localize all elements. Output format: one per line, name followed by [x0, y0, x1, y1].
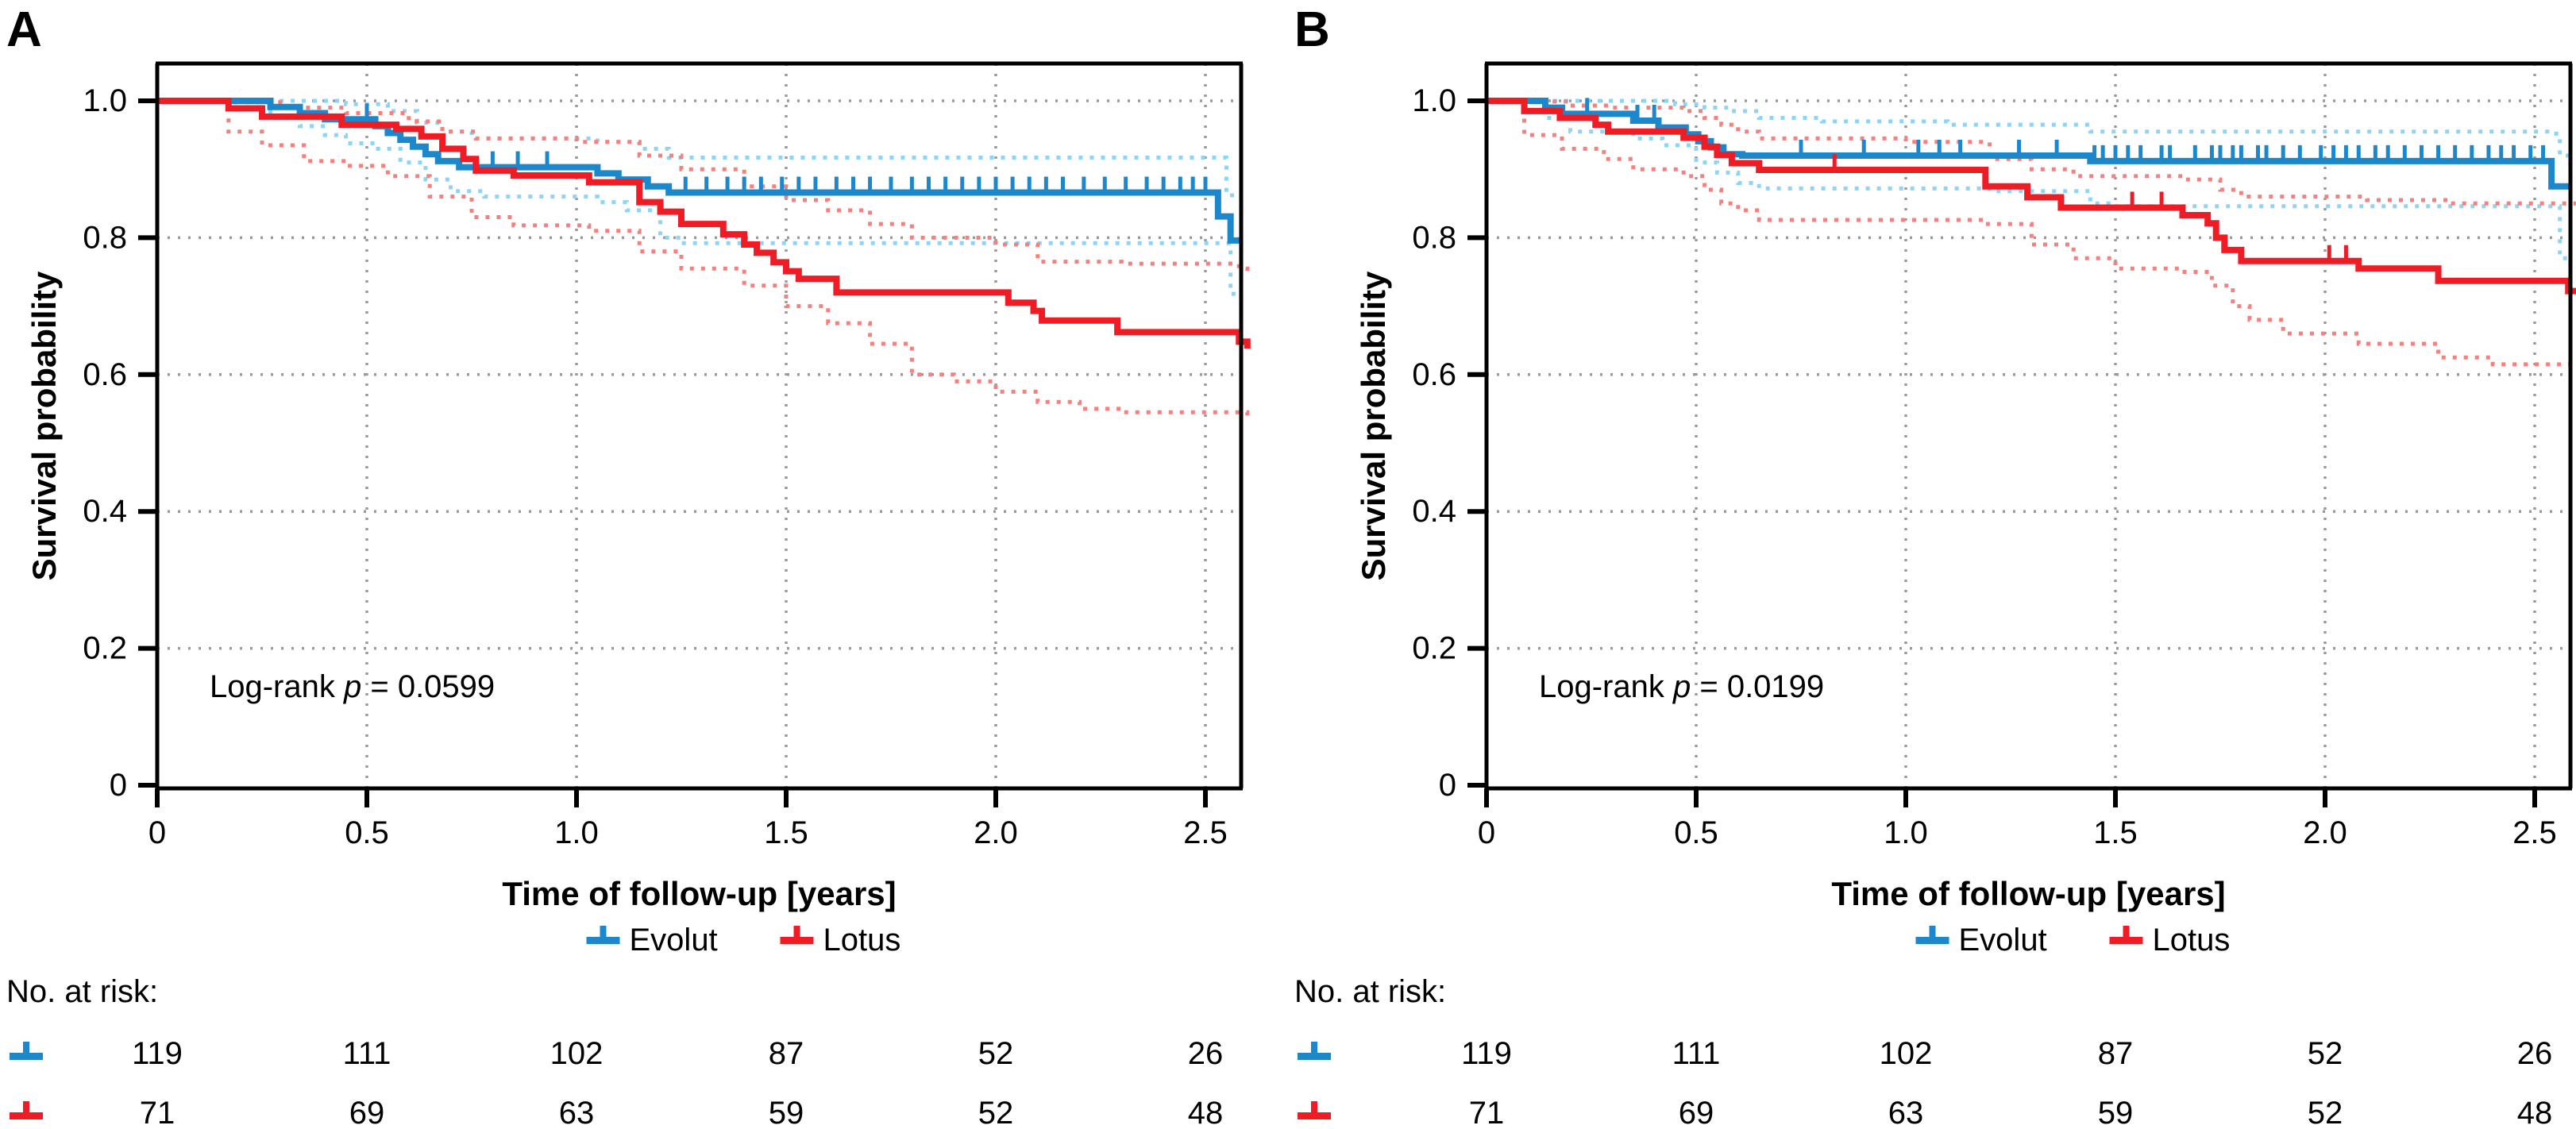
evolut-at-risk-count: 52	[2308, 1036, 2343, 1071]
evolut-survival-curve	[157, 98, 1241, 244]
x-tick-label: 2.5	[2512, 815, 2557, 850]
lotus-survival-curve	[1487, 98, 2576, 295]
lotus-row-censor-icon	[1298, 1101, 1331, 1119]
y-axis-title: Survival probability	[25, 271, 63, 580]
x-tick-label: 0.5	[1674, 815, 1718, 850]
x-axis-title: Time of follow-up [years]	[1831, 875, 2225, 912]
lotus-ci-upper	[157, 98, 1250, 272]
evolut-at-risk-count: 102	[550, 1036, 604, 1071]
lotus-ci-lower	[157, 98, 1250, 418]
evolut-at-risk-count: 26	[2517, 1036, 2553, 1071]
gridlines	[1487, 64, 2570, 788]
x-tick-label: 0	[1478, 815, 1495, 850]
plot-frame	[138, 61, 1244, 807]
lotus-at-risk-count: 59	[2098, 1096, 2134, 1129]
evolut-at-risk-count: 26	[1188, 1036, 1224, 1071]
y-tick-label: 1.0	[1412, 83, 1456, 118]
evolut-at-risk-count: 87	[769, 1036, 804, 1071]
evolut-at-risk-count: 87	[2098, 1036, 2134, 1071]
y-tick-label: 0.8	[83, 220, 127, 255]
no-at-risk-table: No. at risk: 119 111 102 87 52 26 71 69 63 59 52 48	[6, 974, 1223, 1129]
lotus-censor-mark-icon	[780, 926, 814, 944]
no-at-risk-label: No. at risk:	[1294, 974, 1446, 1009]
x-tick-label: 1.0	[1884, 815, 1928, 850]
legend-label-evolut: Evolut	[1959, 923, 2047, 958]
evolut-at-risk-count: 52	[978, 1036, 1014, 1071]
lotus-at-risk-count: 59	[769, 1096, 804, 1129]
evolut-survival-curve	[1487, 98, 2570, 190]
x-tick-label: 0.5	[345, 815, 389, 850]
panel-b-chart: B 1.0 0.8 0.6 0.4 0.2 00 0.5 1.0 1.5 2.0 2.5 Surviva…	[1294, 2, 2576, 1129]
panel-letter: A	[6, 2, 42, 57]
lotus-at-risk-count: 48	[1188, 1096, 1224, 1129]
x-tick-label: 1.0	[554, 815, 599, 850]
y-tick-label: 0	[1439, 768, 1456, 803]
lotus-censor-ticks	[1832, 154, 2348, 260]
legend-label-lotus: Lotus	[823, 923, 901, 958]
lotus-at-risk-count: 69	[1679, 1096, 1714, 1129]
evolut-censor-mark-icon	[1915, 926, 1949, 944]
no-at-risk-table: No. at risk: 119 111 102 87 52 26 71 69 63 59 52 48	[1294, 974, 2552, 1129]
x-tick-label: 2.5	[1183, 815, 1228, 850]
panel-a-chart: A 1.0 0.8 0.6 0.4 0.2 00 0.5 1.0 1.5 2.0 2.5 Surviva…	[6, 2, 1251, 1129]
log-rank-annotation: Log-rank p = 0.0199	[1539, 669, 1824, 704]
evolut-at-risk-count: 119	[132, 1036, 183, 1071]
evolut-row-censor-icon	[1298, 1042, 1331, 1060]
y-tick-label: 0.2	[83, 631, 127, 666]
lotus-at-risk-count: 63	[1888, 1096, 1924, 1129]
evolut-censor-ticks	[364, 103, 1208, 191]
y-axis-title: Survival probability	[1355, 271, 1392, 580]
lotus-at-risk-count: 63	[559, 1096, 595, 1129]
x-axis-title: Time of follow-up [years]	[502, 875, 896, 912]
legend: Evolut Lotus	[586, 923, 901, 958]
lotus-at-risk-count: 52	[2308, 1096, 2343, 1129]
lotus-at-risk-count: 69	[349, 1096, 385, 1129]
legend-label-lotus: Lotus	[2153, 923, 2231, 958]
lotus-at-risk-count: 48	[2517, 1096, 2553, 1129]
lotus-censor-mark-icon	[2109, 926, 2143, 944]
evolut-ci-lower	[157, 98, 1244, 299]
y-tick-label: 0	[110, 768, 127, 803]
x-tick-label: 1.5	[764, 815, 808, 850]
y-tick-label: 0.8	[1412, 220, 1456, 255]
evolut-ci-lower	[1487, 98, 2573, 272]
y-tick-label: 1.0	[83, 83, 127, 118]
legend-label-evolut: Evolut	[630, 923, 718, 958]
x-tick-label: 1.5	[2093, 815, 2138, 850]
x-tick-label: 2.0	[2303, 815, 2347, 850]
evolut-censor-ticks	[1585, 98, 2546, 160]
lotus-ci-lower	[1487, 98, 2576, 367]
plot-frame	[1467, 61, 2573, 807]
evolut-censor-mark-icon	[586, 926, 620, 944]
lotus-row-censor-icon	[10, 1101, 43, 1119]
y-tick-label: 0.2	[1412, 631, 1456, 666]
evolut-row-censor-icon	[10, 1042, 43, 1060]
x-tick-label: 0	[148, 815, 166, 850]
x-tick-label: 2.0	[974, 815, 1018, 850]
lotus-at-risk-count: 52	[978, 1096, 1014, 1129]
log-rank-annotation: Log-rank p = 0.0599	[210, 669, 495, 704]
evolut-at-risk-count: 119	[1461, 1036, 1512, 1071]
y-tick-label: 0.6	[1412, 357, 1456, 392]
no-at-risk-label: No. at risk:	[6, 974, 158, 1009]
evolut-at-risk-count: 102	[1880, 1036, 1933, 1071]
y-tick-label: 0.4	[83, 494, 127, 529]
evolut-ci-upper	[1487, 98, 2573, 166]
lotus-ci-upper	[1487, 98, 2576, 206]
y-tick-label: 0.4	[1412, 494, 1456, 529]
legend: Evolut Lotus	[1915, 923, 2231, 958]
evolut-at-risk-count: 111	[343, 1036, 391, 1071]
y-tick-label: 0.6	[83, 357, 127, 392]
panel-letter: B	[1294, 2, 1330, 57]
lotus-at-risk-count: 71	[1469, 1096, 1505, 1129]
lotus-at-risk-count: 71	[140, 1096, 175, 1129]
gridlines	[157, 64, 1241, 788]
evolut-at-risk-count: 111	[1672, 1036, 1721, 1071]
lotus-survival-curve	[157, 98, 1251, 349]
